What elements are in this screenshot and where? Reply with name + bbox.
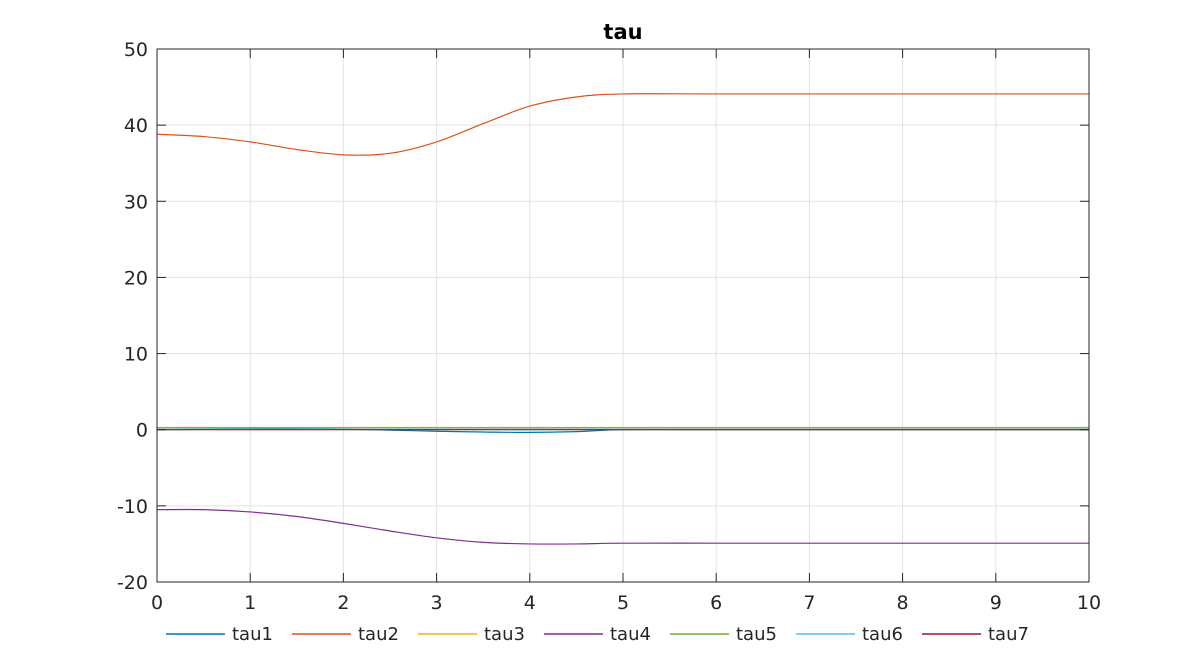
legend-item-tau6: tau6 — [796, 624, 903, 645]
chart-title: tau — [603, 20, 642, 44]
legend-item-tau1: tau1 — [166, 624, 273, 645]
x-tick-label: 3 — [431, 592, 443, 614]
y-tick-label: 40 — [124, 115, 148, 137]
legend-label: tau1 — [232, 624, 273, 645]
x-tick-label: 6 — [710, 592, 722, 614]
y-tick-label: 0 — [136, 420, 148, 442]
x-tick-label: 10 — [1077, 592, 1101, 614]
y-tick-label: 10 — [124, 344, 148, 366]
legend-label: tau5 — [736, 624, 777, 645]
x-tick-label: 8 — [897, 592, 909, 614]
legend-item-tau3: tau3 — [418, 624, 525, 645]
y-tick-label: -10 — [117, 496, 148, 518]
legend-item-tau2: tau2 — [292, 624, 399, 645]
x-tick-label: 7 — [803, 592, 815, 614]
legend-item-tau7: tau7 — [922, 624, 1029, 645]
y-tick-label: -20 — [117, 572, 148, 594]
x-tick-label: 2 — [337, 592, 349, 614]
legend-label: tau4 — [610, 624, 651, 645]
legend-label: tau6 — [862, 624, 903, 645]
ticks: 0 1 2 3 4 5 6 7 8 9 10 -20 -10 0 10 20 30 40 50 — [117, 39, 1101, 614]
x-tick-label: 1 — [244, 592, 256, 614]
legend-label: tau7 — [988, 624, 1029, 645]
series-line-tau2 — [156, 93, 1089, 156]
series-line-tau4 — [156, 508, 1089, 545]
x-tick-label: 0 — [151, 592, 163, 614]
x-tick-label: 9 — [990, 592, 1002, 614]
series-lines — [156, 93, 1089, 545]
legend-item-tau4: tau4 — [544, 624, 651, 645]
y-tick-label: 50 — [124, 39, 148, 61]
x-tick-label: 4 — [524, 592, 536, 614]
legend: tau1 tau2 tau3 tau4 tau5 tau6 tau7 — [166, 624, 1029, 645]
x-tick-label: 5 — [617, 592, 629, 614]
legend-item-tau5: tau5 — [670, 624, 777, 645]
y-tick-label: 20 — [124, 267, 148, 289]
legend-label: tau3 — [484, 624, 525, 645]
y-tick-label: 30 — [124, 191, 148, 213]
legend-label: tau2 — [358, 624, 399, 645]
